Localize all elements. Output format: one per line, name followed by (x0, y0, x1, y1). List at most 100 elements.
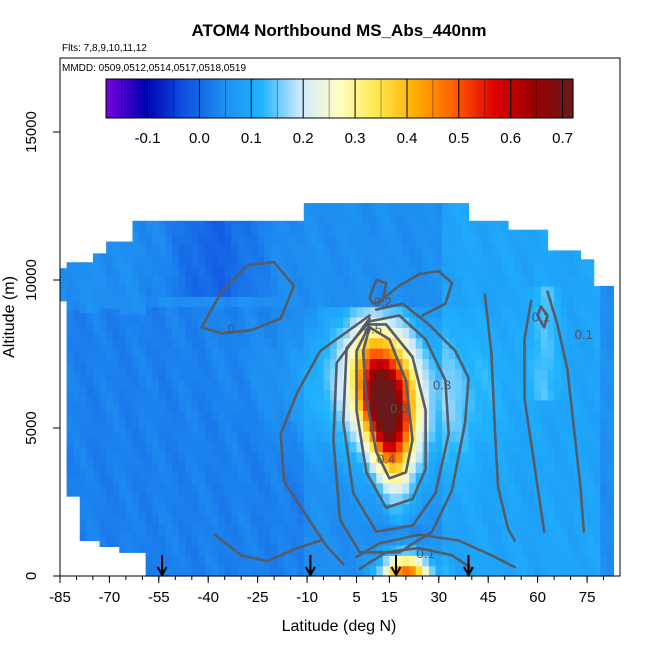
heatmap-cell (251, 296, 259, 308)
heatmap-cell (290, 472, 298, 484)
heatmap-cell (218, 317, 226, 328)
heatmap-cell (389, 254, 397, 266)
heatmap-cell (521, 451, 529, 463)
heatmap-cell (224, 493, 232, 505)
heatmap-cell (257, 223, 265, 235)
heatmap-cell (567, 337, 575, 349)
heatmap-cell (521, 254, 529, 266)
heatmap-cell (494, 220, 503, 225)
heatmap-cell (112, 453, 120, 465)
heatmap-cell (336, 244, 344, 256)
heatmap-cell (521, 265, 529, 277)
heatmap-cell (448, 472, 456, 484)
heatmap-cell (396, 379, 404, 391)
heatmap-cell (251, 254, 259, 266)
heatmap-cell (244, 513, 252, 525)
heatmap-cell (191, 472, 199, 484)
colorbar-swatch (429, 79, 434, 118)
heatmap-cell (125, 417, 134, 429)
heatmap-cell (356, 389, 364, 401)
heatmap-cell (139, 541, 147, 553)
heatmap-cell (231, 244, 239, 256)
heatmap-cell (178, 285, 186, 297)
heatmap-cell (316, 420, 325, 432)
heatmap-cell (448, 296, 456, 308)
heatmap-cell (428, 565, 437, 577)
colorbar-swatch (339, 79, 344, 118)
heatmap-cell (145, 348, 153, 360)
heatmap-cell (422, 244, 430, 256)
heatmap-cell (501, 317, 509, 328)
colorbar-swatch (132, 79, 136, 118)
heatmap-cell (343, 493, 351, 505)
heatmap-cell (172, 244, 180, 256)
heatmap-cell (501, 296, 509, 308)
colorbar-swatch (412, 79, 416, 118)
heatmap-cell (527, 285, 535, 297)
heatmap-cell (369, 451, 377, 463)
heatmap-cell (277, 327, 285, 339)
heatmap-cell (99, 328, 107, 340)
heatmap-cell (198, 544, 206, 556)
heatmap-cell (277, 544, 285, 556)
heatmap-cell (165, 451, 173, 463)
colorbar-swatch (543, 79, 548, 118)
heatmap-cell (422, 348, 430, 360)
heatmap-cell (396, 234, 404, 246)
heatmap-cell (593, 565, 601, 577)
heatmap-cell (481, 482, 489, 494)
heatmap-cell (494, 524, 503, 536)
heatmap-cell (336, 265, 344, 277)
heatmap-cell (191, 327, 199, 339)
heatmap-cell (330, 472, 338, 484)
colorbar-swatch (441, 79, 446, 118)
heatmap-cell (376, 544, 384, 556)
heatmap-cell (323, 358, 331, 370)
heatmap-cell (139, 500, 147, 512)
heatmap-cell (191, 306, 199, 318)
heatmap-cell (369, 513, 377, 525)
heatmap-cell (178, 534, 186, 546)
heatmap-cell (369, 544, 377, 556)
x-tick-label: -55 (148, 589, 170, 606)
heatmap-cell (152, 285, 160, 297)
heatmap-cell (86, 364, 94, 376)
heatmap-cell (435, 430, 443, 442)
heatmap-cell (257, 254, 265, 266)
colorbar-swatch (228, 79, 233, 118)
heatmap-cell (382, 441, 391, 453)
heatmap-cell (580, 259, 588, 266)
heatmap-cell (481, 317, 489, 328)
heatmap-cell (323, 265, 331, 277)
heatmap-cell (277, 472, 285, 484)
heatmap-cell (106, 380, 114, 392)
flight-marker-arrowhead (156, 566, 168, 578)
heatmap-cell (567, 524, 575, 536)
heatmap-cell (139, 479, 147, 491)
heatmap-cell (73, 361, 81, 373)
heatmap-cell (448, 544, 456, 556)
heatmap-cell (593, 472, 601, 484)
heatmap-cell (343, 410, 351, 422)
heatmap-cell (125, 355, 134, 367)
heatmap-cell (573, 555, 582, 567)
heatmap-cell (336, 420, 344, 432)
heatmap-cell (356, 285, 364, 297)
heatmap-cell (560, 534, 568, 546)
colorbar-swatch (316, 79, 320, 118)
heatmap-cell (527, 420, 535, 432)
heatmap-cell (158, 358, 167, 370)
heatmap-cell (165, 337, 173, 349)
heatmap-cell (455, 337, 463, 349)
heatmap-cell (257, 337, 265, 349)
heatmap-cell (139, 531, 147, 543)
heatmap-cell (303, 555, 311, 567)
heatmap-cell (244, 472, 252, 484)
heatmap-cell (290, 223, 298, 235)
heatmap-cell (73, 330, 81, 342)
heatmap-cell (488, 296, 496, 308)
heatmap-cell (534, 565, 542, 577)
heatmap-cell (448, 441, 456, 453)
heatmap-cell (363, 565, 371, 577)
heatmap-cell (158, 275, 167, 287)
